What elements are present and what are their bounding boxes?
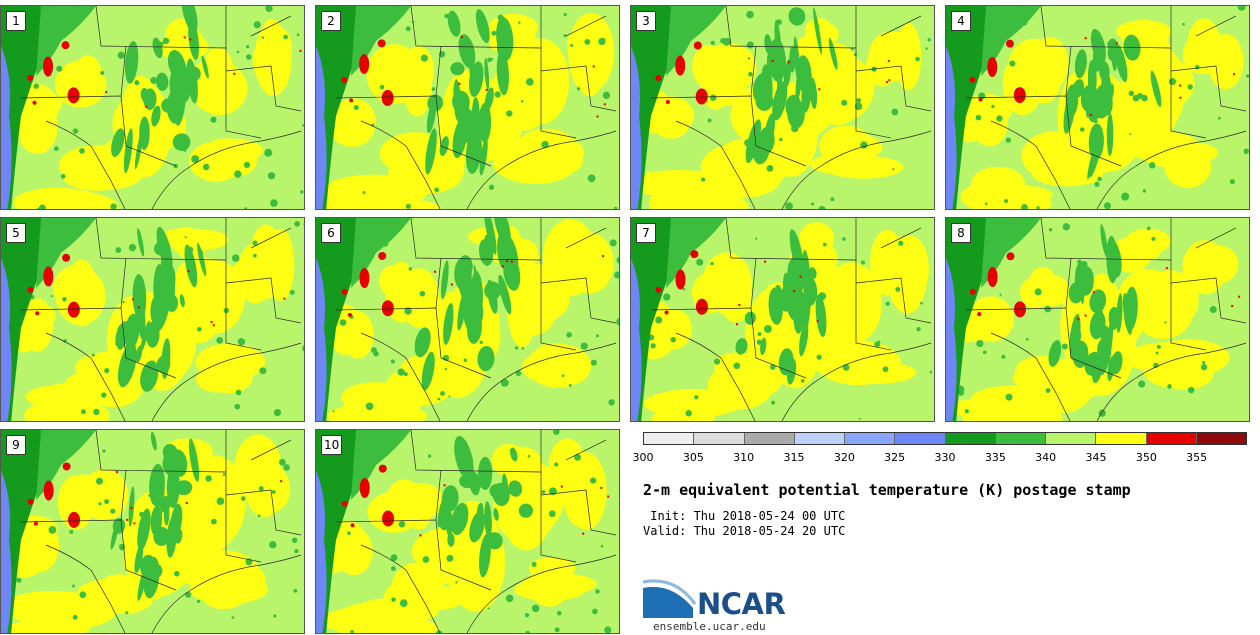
colorbar-segment — [694, 433, 745, 444]
colorbar-segment — [995, 433, 1046, 444]
member-number-label: 3 — [636, 11, 656, 31]
member-panel-9: 9 — [0, 429, 305, 634]
member-panel-1: 1 — [0, 5, 305, 210]
member-number-label: 7 — [636, 223, 656, 243]
colorbar-segment — [845, 433, 896, 444]
colorbar-tick-label: 300 — [632, 451, 654, 464]
init-time: Init: Thu 2018-05-24 00 UTC — [643, 509, 846, 523]
colorbar-tick-label: 345 — [1085, 451, 1107, 464]
member-panel-7: 7 — [630, 217, 935, 422]
member-panel-3: 3 — [630, 5, 935, 210]
member-number-label: 2 — [321, 11, 341, 31]
colorbar-segment — [1096, 433, 1147, 444]
member-number-label: 10 — [321, 435, 343, 455]
member-number-label: 9 — [6, 435, 26, 455]
logo-text: NCAR — [697, 587, 786, 621]
map-plot — [316, 430, 619, 633]
colorbar-tick-label: 310 — [733, 451, 755, 464]
colorbar-segment — [1196, 433, 1246, 444]
map-plot — [1, 6, 304, 209]
member-number-label: 6 — [321, 223, 341, 243]
member-panel-6: 6 — [315, 217, 620, 422]
colorbar-segment — [794, 433, 845, 444]
colorbar-ticks: 300 305 310 315 320 325 330 335 340 345 … — [633, 451, 1247, 467]
colorbar-tick-label: 320 — [833, 451, 855, 464]
valid-time: Valid: Thu 2018-05-24 20 UTC — [643, 524, 846, 538]
map-plot — [946, 218, 1249, 421]
member-panel-8: 8 — [945, 217, 1250, 422]
colorbar-tick-label: 315 — [783, 451, 805, 464]
colorbar-segment — [1146, 433, 1197, 444]
colorbar-tick-label: 340 — [1035, 451, 1057, 464]
colorbar-segment — [895, 433, 946, 444]
colorbar-tick-label: 330 — [934, 451, 956, 464]
member-panel-2: 2 — [315, 5, 620, 210]
map-plot — [946, 6, 1249, 209]
website-url: ensemble.ucar.edu — [653, 620, 766, 633]
member-panel-5: 5 — [0, 217, 305, 422]
colorbar-segment — [945, 433, 996, 444]
member-number-label: 8 — [951, 223, 971, 243]
plot-title: 2-m equivalent potential temperature (K)… — [643, 481, 1131, 499]
member-panel-10: 10 — [315, 429, 620, 634]
map-plot — [1, 430, 304, 633]
colorbar-tick-label: 305 — [682, 451, 704, 464]
member-panel-4: 4 — [945, 5, 1250, 210]
member-number-label: 4 — [951, 11, 971, 31]
ncar-logo-icon — [643, 579, 697, 618]
map-plot — [316, 218, 619, 421]
colorbar-tick-label: 355 — [1186, 451, 1208, 464]
map-plot — [631, 6, 934, 209]
colorbar-segment — [644, 433, 695, 444]
map-plot — [316, 6, 619, 209]
map-plot — [631, 218, 934, 421]
member-number-label: 5 — [6, 223, 26, 243]
colorbar-tick-label: 325 — [884, 451, 906, 464]
colorbar-segment — [744, 433, 795, 444]
map-plot — [1, 218, 304, 421]
member-number-label: 1 — [6, 11, 26, 31]
colorbar-tick-label: 350 — [1135, 451, 1157, 464]
colorbar — [643, 432, 1247, 445]
colorbar-segment — [1046, 433, 1097, 444]
colorbar-tick-label: 335 — [984, 451, 1006, 464]
